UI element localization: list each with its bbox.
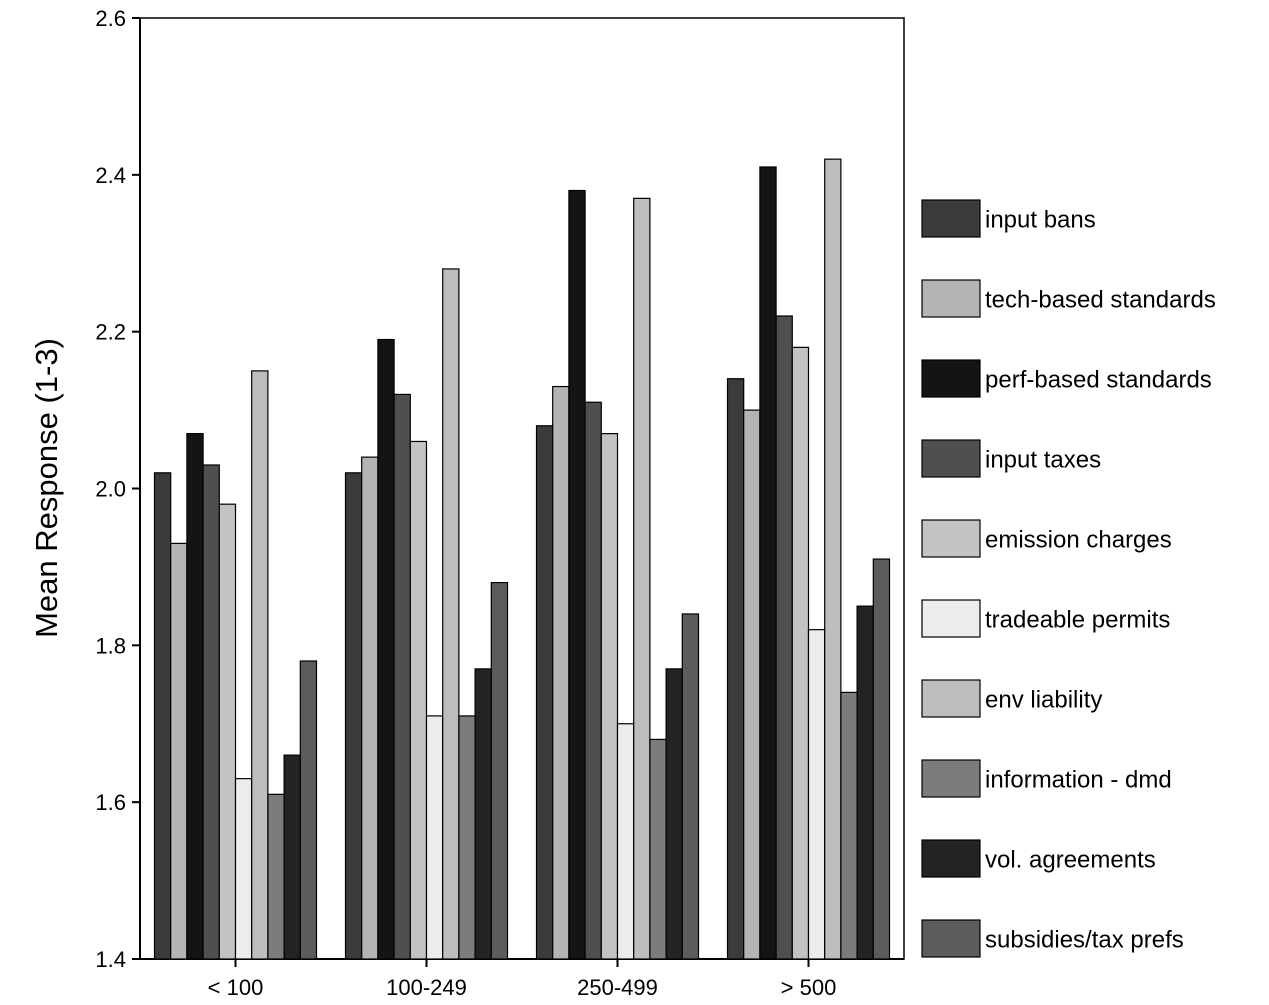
legend-swatch-information-dmd	[921, 759, 981, 798]
legend-label-information-dmd: information - dmd	[985, 767, 1172, 794]
legend-label-vol-agreements: vol. agreements	[985, 847, 1156, 874]
bar-env-liability-250-499	[633, 197, 651, 960]
bar-perf-based-standards-500	[759, 166, 777, 960]
bar-input-taxes-500	[775, 315, 793, 960]
bar-subsidies-tax-prefs-100-249	[490, 581, 509, 960]
y-ticks-group: 1.4 1.6 1.8 2.0 2.2 2.4 2.6	[95, 6, 140, 972]
bar-env-liability-100	[251, 370, 269, 960]
legend-label-emission-charges: emission charges	[985, 527, 1172, 554]
bar-env-liability-100-249	[442, 268, 460, 960]
y-tick-label: 1.4	[95, 947, 126, 972]
bar-tech-based-standards-250-499	[552, 385, 570, 960]
x-tick-label: < 100	[208, 975, 264, 1000]
bar-tradeable-permits-100-249	[425, 715, 444, 960]
bar-env-liability-500	[824, 158, 842, 960]
legend-swatch-subsidies-tax-prefs	[921, 919, 981, 958]
bar-tradeable-permits-250-499	[616, 723, 635, 960]
bar-emission-charges-250-499	[600, 433, 619, 960]
bar-tradeable-permits-100	[234, 778, 253, 960]
legend-label-input-taxes: input taxes	[985, 447, 1101, 474]
bar-input-taxes-100	[202, 464, 220, 960]
bar-input-bans-100-249	[344, 472, 363, 960]
bar-subsidies-tax-prefs-500	[872, 558, 891, 960]
bar-tech-based-standards-100	[170, 542, 188, 960]
bar-subsidies-tax-prefs-250-499	[681, 613, 700, 960]
bar-information-dmd-250-499	[649, 738, 667, 960]
y-tick-label: 1.8	[95, 633, 126, 658]
x-tick-label: 250-499	[577, 975, 658, 1000]
legend-swatch-env-liability	[921, 679, 981, 718]
legend-swatch-input-bans	[921, 199, 981, 238]
x-tick-label: 100-249	[386, 975, 467, 1000]
bar-tech-based-standards-500	[743, 409, 761, 960]
legend-swatch-input-taxes	[921, 439, 981, 478]
legend-swatch-emission-charges	[921, 519, 981, 558]
bar-information-dmd-100	[267, 793, 285, 960]
y-tick-label: 2.2	[95, 320, 126, 345]
bar-vol-agreements-500	[856, 605, 874, 960]
legend-swatch-perf-based-standards	[921, 359, 981, 398]
bar-perf-based-standards-250-499	[568, 189, 586, 960]
bar-subsidies-tax-prefs-100	[299, 660, 318, 960]
bar-input-taxes-250-499	[584, 401, 602, 960]
bar-perf-based-standards-100	[186, 433, 204, 960]
x-ticks-group: < 100 100-249 250-499 > 500	[208, 959, 837, 1000]
x-tick-label: > 500	[781, 975, 837, 1000]
legend-label-subsidies-tax-prefs: subsidies/tax prefs	[985, 927, 1184, 954]
legend-label-perf-based-standards: perf-based standards	[985, 367, 1212, 394]
bar-information-dmd-500	[840, 691, 858, 960]
legend-swatch-tech-based-standards	[921, 279, 981, 318]
bar-input-taxes-100-249	[393, 393, 411, 960]
legend-swatch-vol-agreements	[921, 839, 981, 878]
y-axis-label: Mean Response (1-3)	[29, 338, 64, 638]
legend-label-tech-based-standards: tech-based standards	[985, 287, 1216, 314]
legend: input bans tech-based standards perf-based…	[921, 199, 1216, 958]
bar-input-bans-100	[153, 472, 172, 960]
bar-input-bans-250-499	[535, 425, 554, 960]
bar-tech-based-standards-100-249	[361, 456, 379, 960]
bar-tradeable-permits-500	[807, 629, 826, 960]
bar-perf-based-standards-100-249	[377, 338, 395, 960]
legend-swatch-tradeable-permits	[921, 599, 981, 638]
y-tick-label: 1.6	[95, 790, 126, 815]
bar-emission-charges-100-249	[409, 440, 428, 960]
bar-information-dmd-100-249	[458, 715, 476, 960]
bar-input-bans-500	[726, 378, 745, 960]
legend-label-tradeable-permits: tradeable permits	[985, 607, 1170, 634]
y-tick-label: 2.4	[95, 163, 126, 188]
y-tick-label: 2.6	[95, 6, 126, 31]
bar-vol-agreements-100-249	[474, 668, 492, 960]
legend-label-input-bans: input bans	[985, 207, 1096, 234]
bar-emission-charges-100	[218, 503, 237, 960]
bars-group	[153, 158, 891, 960]
bar-vol-agreements-250-499	[665, 668, 683, 960]
y-tick-label: 2.0	[95, 477, 126, 502]
bar-emission-charges-500	[791, 346, 810, 960]
legend-label-env-liability: env liability	[985, 687, 1102, 714]
bar-vol-agreements-100	[283, 754, 301, 960]
